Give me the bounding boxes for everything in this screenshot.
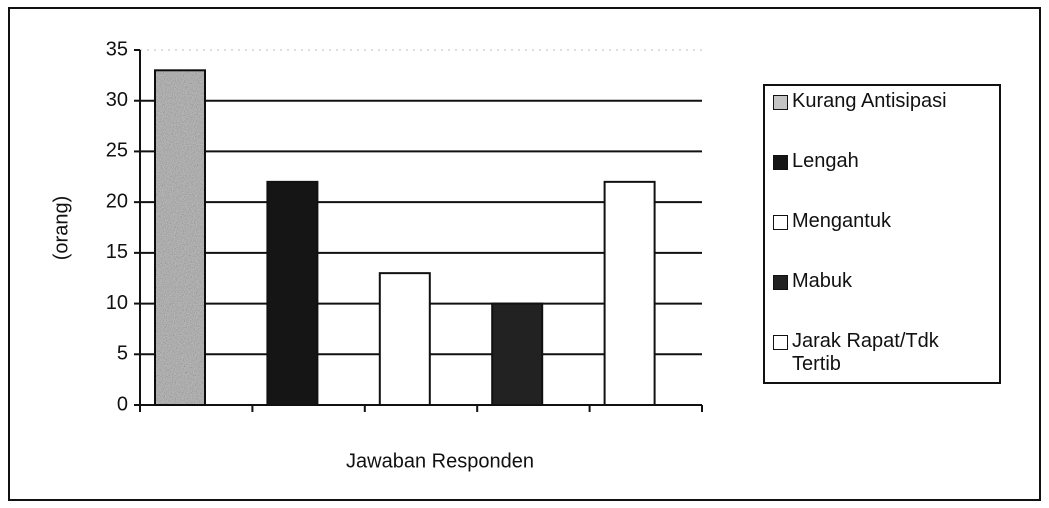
y-tick-label: 10 — [106, 292, 128, 314]
bar — [603, 180, 656, 406]
legend-label: Mengantuk — [792, 210, 891, 232]
legend-entry: Kurang Antisipasi — [773, 90, 991, 150]
legend-swatch — [773, 275, 788, 290]
legend-label: Kurang Antisipasi — [792, 90, 947, 112]
legend-label: Jarak Rapat/Tdk Tertib — [792, 330, 939, 375]
legend-swatch — [773, 155, 788, 170]
y-axis-label: (orang) — [50, 196, 72, 260]
legend-label: Mabuk — [792, 270, 853, 292]
legend-entry: Jarak Rapat/Tdk Tertib — [773, 330, 991, 390]
bar — [266, 180, 319, 406]
bar — [378, 272, 431, 406]
frame — [8, 7, 1041, 501]
legend-entry: Mengantuk — [773, 210, 991, 270]
legend: Kurang Antisipasi Lengah Mengantuk Mabuk Jar… — [763, 84, 1001, 384]
y-tick-label: 20 — [106, 190, 128, 212]
y-tick-label: 35 — [106, 38, 128, 60]
legend-swatch — [773, 215, 788, 230]
y-tick-label: 0 — [117, 393, 128, 415]
y-tick-label: 5 — [117, 343, 128, 365]
y-tick-label: 30 — [106, 89, 128, 111]
bar — [154, 69, 206, 407]
y-tick-label: 25 — [106, 140, 128, 162]
legend-entry: Lengah — [773, 150, 991, 210]
legend-entry: Mabuk — [773, 270, 991, 330]
x-axis-label: Jawaban Responden — [346, 450, 534, 472]
y-tick-label: 15 — [106, 241, 128, 263]
bar — [491, 302, 544, 407]
legend-swatch — [773, 95, 788, 110]
legend-label: Lengah — [792, 150, 859, 172]
legend-swatch — [773, 335, 788, 350]
